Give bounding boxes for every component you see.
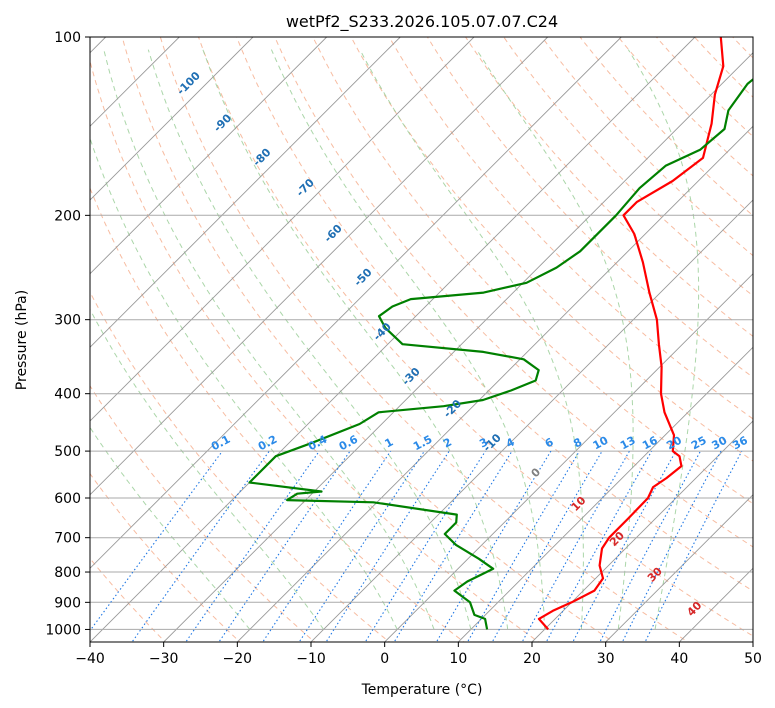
- mixing-ratio-line: [572, 450, 677, 642]
- isotherm-line: [90, 37, 475, 422]
- dry-adiabat-line: [197, 37, 753, 637]
- isotherm-line: [90, 37, 401, 348]
- mixing-ratio-label: 36: [730, 434, 750, 453]
- x-tick-label: −40: [75, 651, 105, 667]
- y-tick-label: 300: [54, 313, 81, 329]
- dry-adiabat-line: [426, 37, 753, 378]
- mixing-ratio-line: [131, 450, 270, 642]
- mixing-ratio-line: [466, 450, 580, 642]
- plot-frame: [89, 36, 754, 643]
- mixing-ratio-line: [599, 450, 701, 642]
- mixing-ratio-label: 16: [640, 434, 660, 453]
- x-tick-label: 40: [670, 651, 688, 667]
- dry-adiabat-line: [90, 291, 391, 642]
- isotherm-line: [605, 494, 753, 642]
- dry-adiabat-line: [159, 37, 690, 642]
- isotherm-line: [384, 273, 753, 642]
- isotherm-line: [163, 52, 753, 642]
- profile-lines: [248, 37, 753, 631]
- mixing-ratio-label: 20: [664, 434, 684, 453]
- isotherm-line: [90, 37, 328, 275]
- chart-title: wetPf2_S233.2026.105.07.07.C24: [286, 12, 558, 32]
- y-tick-label: 700: [54, 531, 81, 547]
- y-axis-label: Pressure (hPa): [14, 290, 30, 390]
- x-tick-label: 30: [597, 651, 615, 667]
- mixing-ratio-line: [621, 450, 722, 642]
- x-tick-label: −30: [149, 651, 179, 667]
- y-tick-label: 1000: [45, 622, 81, 638]
- y-tick-label: 100: [54, 30, 81, 46]
- x-tick-label: 10: [449, 651, 467, 667]
- mixing-ratio-line: [90, 450, 223, 632]
- moist-adiabat-line: [627, 49, 700, 630]
- moist-adiabat-line: [270, 49, 546, 630]
- y-tick-label: 400: [54, 387, 81, 403]
- x-tick-label: −20: [223, 651, 253, 667]
- moist-adiabat-line: [90, 308, 324, 630]
- dry-adiabat-line: [464, 37, 753, 337]
- isotherm-line: [90, 37, 549, 496]
- dry-adiabat-line: [274, 37, 753, 548]
- isotherm-line: [531, 420, 753, 642]
- dry-adiabat-line: [388, 37, 753, 420]
- mixing-ratio-line: [218, 450, 351, 642]
- isotherm-line: [236, 125, 753, 642]
- isotherm-line: [90, 37, 254, 201]
- x-tick-label: 20: [523, 651, 541, 667]
- isotherm-line: [457, 346, 753, 642]
- y-tick-label: 600: [54, 491, 81, 507]
- moist-adiabat-line: [90, 136, 398, 630]
- x-tick-label: 50: [744, 651, 762, 667]
- mixing-ratio-line: [262, 450, 392, 642]
- dry-adiabat-line: [312, 37, 753, 505]
- y-tick-label: 200: [54, 208, 81, 224]
- dry-adiabat-line: [90, 186, 465, 642]
- dry-adiabat-line: [236, 37, 753, 592]
- mixing-ratio-line: [185, 450, 320, 642]
- dewpoint-profile-line: [248, 77, 753, 630]
- mixing-ratio-line: [298, 450, 425, 642]
- mixing-ratio-label: 13: [618, 434, 638, 453]
- isotherm-line: [90, 37, 622, 569]
- x-axis: −40 −30 −20 −10 0 10 20 30 40 50: [75, 642, 762, 667]
- x-tick-label: −10: [296, 651, 326, 667]
- moist-adiabat-line: [476, 49, 634, 630]
- moist-adiabat-line: [103, 49, 435, 630]
- temperature-profile-line: [537, 37, 725, 631]
- mixing-ratio-label: 30: [710, 434, 730, 453]
- mixing-ratio-label: 25: [689, 434, 709, 453]
- background-lines: [90, 37, 753, 642]
- y-axis: 1000 900 800 700 600 500 400 300 200 100: [45, 30, 90, 638]
- moist-adiabat-line: [147, 49, 472, 630]
- mixing-ratio-label: 10: [591, 434, 611, 453]
- y-tick-label: 500: [54, 444, 81, 460]
- isotherm-line: [90, 37, 696, 642]
- x-axis-label: Temperature (°C): [361, 682, 483, 698]
- mixing-ratio-line: [393, 450, 513, 642]
- mixing-ratio-line: [325, 450, 450, 642]
- dry-adiabat-line: [350, 37, 753, 462]
- y-tick-label: 900: [54, 595, 81, 611]
- mixing-ratio-line: [364, 450, 486, 642]
- y-tick-label: 800: [54, 565, 81, 581]
- dry-adiabat-line: [121, 37, 615, 642]
- x-tick-label: 0: [380, 651, 389, 667]
- isotherm-line: [310, 199, 753, 642]
